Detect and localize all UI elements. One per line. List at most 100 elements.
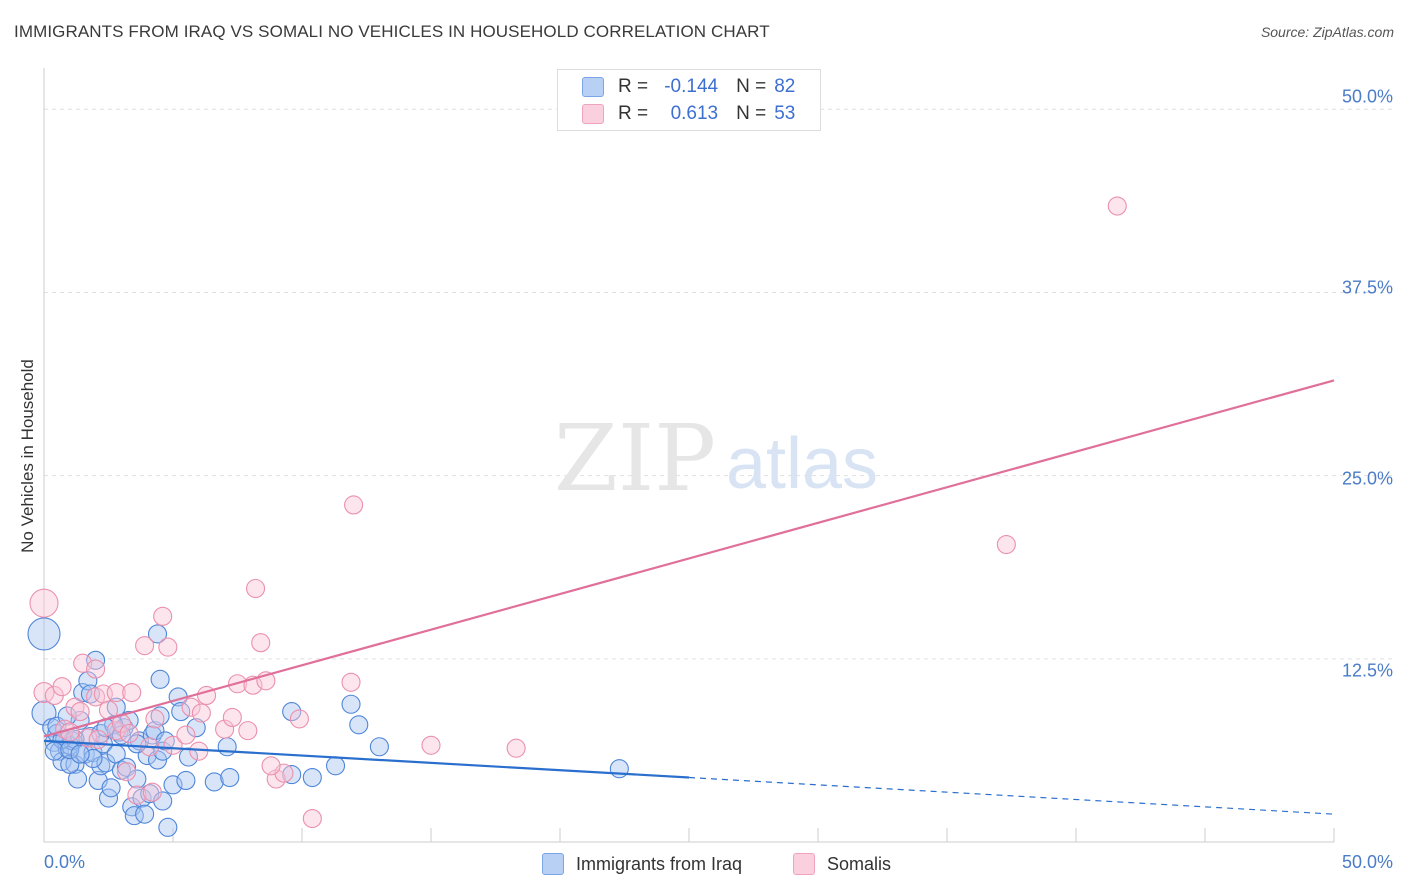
data-point-somali [302,809,322,829]
data-point-somali [246,578,266,599]
data-point-somali [117,762,137,782]
data-point-somali [238,721,258,741]
data-point-somali [251,633,271,653]
data-point-somali [163,735,183,755]
y-tick-label: 25.0% [1341,468,1393,489]
trend-line-somali [43,379,1335,738]
data-point-somali [215,719,235,739]
source-label: Source: ZipAtlas.com [1260,24,1394,40]
data-point-somali [996,534,1016,555]
data-point-somali [145,709,165,729]
data-point-somali [122,682,142,703]
legend-row-iraq: R = -0.144 N = 82 [582,75,795,99]
x-tick-label: 0.0% [44,852,86,872]
data-point-somali [506,738,526,758]
data-point-iraq [325,756,346,776]
chart-title: IMMIGRANTS FROM IRAQ VS SOMALI NO VEHICL… [14,22,770,41]
data-point-iraq [70,744,90,764]
trend-line-iraq-extension [688,776,1335,815]
data-point-iraq [127,769,147,789]
data-point-somali [181,697,201,717]
data-point-somali [344,495,364,515]
series-legend-somalis: Somalis [793,851,891,877]
data-point-iraq [91,756,111,776]
data-point-somali [158,637,178,657]
data-point-somali [142,782,162,802]
watermark-zip: ZIP [554,405,716,512]
data-point-iraq [119,710,139,730]
data-point-somali [1107,196,1127,216]
data-point-iraq [158,817,178,837]
legend-n-label: N = [736,103,767,124]
data-point-iraq [176,770,196,791]
grid-lines [44,108,1394,660]
data-point-iraq [65,754,85,774]
data-point-iraq [341,694,361,714]
data-point-somali [421,735,441,755]
data-point-iraq [609,759,629,779]
data-point-iraq [150,669,170,689]
legend-r-label: R = [618,103,649,124]
data-point-iraq [124,806,144,826]
legend-swatch-pink [582,104,604,124]
data-point-somali [135,636,155,656]
legend-swatch-pink [793,853,815,875]
data-point-iraq [27,617,61,651]
series-name: Somalis [827,853,892,874]
data-point-somali [153,606,173,626]
data-point-somali [106,682,126,703]
data-point-somali [29,588,59,618]
x-tick-label: 50.0% [1341,852,1393,872]
data-point-somali [119,724,139,744]
data-point-iraq [282,702,302,722]
data-point-iraq [171,702,191,722]
data-point-iraq [369,737,389,757]
data-point-somali [176,725,196,745]
data-point-somali [86,659,106,679]
watermark-atlas: atlas [726,424,878,504]
data-points [27,196,1127,837]
data-point-iraq [204,772,224,792]
legend-r-value: 0.613 [670,103,719,124]
data-point-somali [70,702,90,722]
data-point-iraq [150,706,170,726]
data-point-iraq [302,767,322,788]
data-point-iraq [101,778,121,798]
data-point-iraq [135,804,155,824]
data-point-iraq [83,748,103,769]
data-point-somali [261,756,281,776]
legend-n-label: N = [736,76,767,97]
data-point-iraq [220,767,240,788]
data-point-iraq [163,775,183,795]
series-legend-iraq: Immigrants from Iraq [542,851,742,877]
axes [43,68,1335,843]
legend-r-label: R = [618,76,649,97]
data-point-somali [222,707,242,727]
legend-n-value: 82 [774,76,796,97]
y-tick-label: 12.5% [1341,660,1393,681]
data-point-somali [189,741,209,761]
legend-swatch-blue [542,853,564,875]
data-point-somali [289,709,309,729]
trend-lines [43,379,1335,815]
y-tick-label: 50.0% [1341,86,1393,107]
data-point-somali [191,703,211,723]
data-point-iraq [147,624,168,644]
series-name: Immigrants from Iraq [576,853,743,874]
data-point-iraq [60,754,80,774]
data-point-somali [52,677,72,697]
data-point-iraq [186,718,206,738]
data-point-iraq [67,769,88,789]
data-point-iraq [282,765,302,785]
data-point-iraq [217,737,237,757]
y-tick-label: 37.5% [1341,277,1393,298]
data-point-somali [88,729,108,749]
trend-line-iraq [43,739,690,779]
legend-r-value: -0.144 [664,76,719,97]
legend-n-value: 53 [774,103,796,124]
data-point-iraq [349,715,369,735]
data-point-somali [341,672,361,692]
correlation-legend: R = -0.144 N = 82 R = 0.613 N = 53 [557,69,821,131]
data-point-somali [86,687,106,707]
